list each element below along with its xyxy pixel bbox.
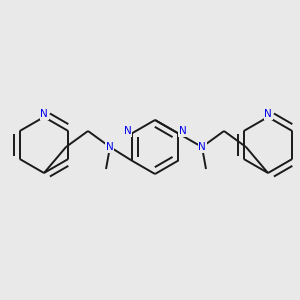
Text: N: N xyxy=(264,109,272,119)
Text: N: N xyxy=(106,142,114,152)
Text: N: N xyxy=(40,109,48,119)
Text: N: N xyxy=(198,142,206,152)
Text: N: N xyxy=(124,127,131,136)
Text: N: N xyxy=(178,127,186,136)
